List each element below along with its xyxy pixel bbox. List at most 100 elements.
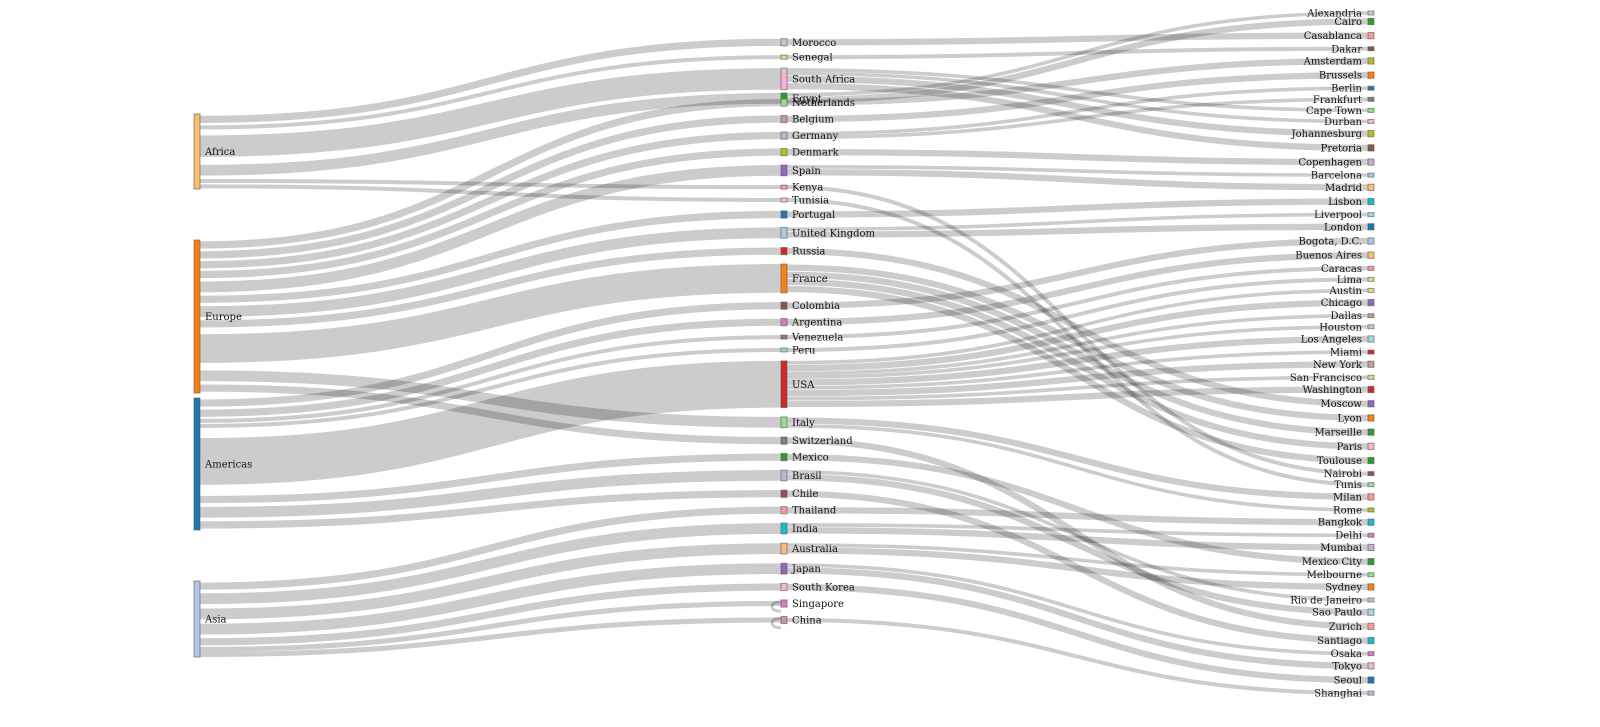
node-johannesburg[interactable]: Johannesburg xyxy=(1291,129,1375,140)
node-rio_de_janeiro[interactable]: Rio de Janeiro xyxy=(1290,595,1375,606)
node-rect-mexico_city[interactable] xyxy=(1367,558,1375,566)
node-rect-marseille[interactable] xyxy=(1367,428,1375,436)
node-peru[interactable]: Peru xyxy=(780,346,816,357)
node-rect-india[interactable] xyxy=(780,522,788,535)
node-rect-usa[interactable] xyxy=(780,360,788,409)
node-rect-colombia[interactable] xyxy=(780,301,788,310)
node-rect-lima[interactable] xyxy=(1367,276,1375,282)
node-london[interactable]: London xyxy=(1324,222,1375,233)
node-rect-barcelona[interactable] xyxy=(1367,172,1375,178)
node-rect-china[interactable] xyxy=(780,615,788,625)
node-india[interactable]: India xyxy=(780,522,818,535)
node-lyon[interactable]: Lyon xyxy=(1337,413,1375,424)
node-russia[interactable]: Russia xyxy=(780,247,825,258)
node-rect-milan[interactable] xyxy=(1367,493,1375,501)
node-rect-tunisia[interactable] xyxy=(780,197,788,203)
node-tunis[interactable]: Tunis xyxy=(1334,480,1375,491)
node-dakar[interactable]: Dakar xyxy=(1331,44,1375,55)
node-rect-europe[interactable] xyxy=(193,239,201,394)
node-brussels[interactable]: Brussels xyxy=(1319,71,1375,82)
node-singapore[interactable]: Singapore xyxy=(780,599,844,610)
node-rect-lisbon[interactable] xyxy=(1367,197,1375,206)
node-rect-zurich[interactable] xyxy=(1367,622,1375,631)
node-rect-santiago[interactable] xyxy=(1367,636,1375,645)
node-lima[interactable]: Lima xyxy=(1337,275,1375,286)
node-rect-johannesburg[interactable] xyxy=(1367,130,1375,138)
node-rect-senegal[interactable] xyxy=(780,54,788,60)
node-morocco[interactable]: Morocco xyxy=(780,38,836,49)
node-rect-san_francisco[interactable] xyxy=(1367,374,1375,380)
node-zurich[interactable]: Zurich xyxy=(1329,622,1375,633)
node-durban[interactable]: Durban xyxy=(1324,117,1375,128)
node-rect-tokyo[interactable] xyxy=(1367,662,1375,670)
node-rect-rome[interactable] xyxy=(1367,507,1375,513)
node-rect-austin[interactable] xyxy=(1367,287,1375,293)
node-rect-shanghai[interactable] xyxy=(1367,690,1375,696)
node-rect-netherlands[interactable] xyxy=(780,98,788,107)
node-rect-houston[interactable] xyxy=(1367,324,1375,330)
node-rect-dakar[interactable] xyxy=(1367,46,1375,52)
node-bangkok[interactable]: Bangkok xyxy=(1318,518,1375,529)
node-berlin[interactable]: Berlin xyxy=(1331,84,1375,95)
node-rect-japan[interactable] xyxy=(780,562,788,575)
node-rect-washington[interactable] xyxy=(1367,385,1375,394)
node-rect-belgium[interactable] xyxy=(780,114,788,124)
node-washington[interactable]: Washington xyxy=(1303,385,1375,396)
node-venezuela[interactable]: Venezuela xyxy=(780,333,843,344)
node-asia[interactable]: Asia xyxy=(193,580,227,658)
node-paris[interactable]: Paris xyxy=(1337,442,1375,453)
node-sao_paulo[interactable]: Sao Paulo xyxy=(1312,608,1375,619)
node-rect-thailand[interactable] xyxy=(780,506,788,515)
node-cairo[interactable]: Cairo xyxy=(1334,17,1375,28)
node-rect-italy[interactable] xyxy=(780,416,788,429)
node-rect-madrid[interactable] xyxy=(1367,183,1375,191)
node-rect-mexico[interactable] xyxy=(780,453,788,462)
node-nairobi[interactable]: Nairobi xyxy=(1324,469,1375,480)
node-alexandria[interactable]: Alexandria xyxy=(1306,9,1375,20)
node-caracas[interactable]: Caracas xyxy=(1321,264,1375,275)
node-africa[interactable]: Africa xyxy=(193,113,235,190)
node-sydney[interactable]: Sydney xyxy=(1325,582,1375,593)
node-rect-cape_town[interactable] xyxy=(1367,107,1375,113)
node-moscow[interactable]: Moscow xyxy=(1320,399,1375,410)
node-dallas[interactable]: Dallas xyxy=(1331,311,1375,322)
node-melbourne[interactable]: Melbourne xyxy=(1307,570,1375,581)
node-thailand[interactable]: Thailand xyxy=(780,506,837,517)
node-rect-nairobi[interactable] xyxy=(1367,471,1375,477)
node-rect-toulouse[interactable] xyxy=(1367,456,1375,465)
node-rect-brussels[interactable] xyxy=(1367,71,1375,79)
node-bogota[interactable]: Bogota, D.C. xyxy=(1299,237,1375,248)
node-buenos_aires[interactable]: Buenos Aires xyxy=(1295,251,1375,262)
node-rect-pretoria[interactable] xyxy=(1367,144,1375,152)
node-rect-liverpool[interactable] xyxy=(1367,212,1375,218)
node-rect-france[interactable] xyxy=(780,263,788,294)
node-rect-spain[interactable] xyxy=(780,164,788,177)
node-rect-amsterdam[interactable] xyxy=(1367,57,1375,65)
node-los_angeles[interactable]: Los Angeles xyxy=(1301,334,1375,345)
node-rect-alexandria[interactable] xyxy=(1367,10,1375,16)
node-austin[interactable]: Austin xyxy=(1329,286,1375,297)
node-chile[interactable]: Chile xyxy=(780,489,818,500)
node-san_francisco[interactable]: San Francisco xyxy=(1290,373,1375,384)
node-brasil[interactable]: Brasil xyxy=(780,469,822,482)
node-rect-bogota[interactable] xyxy=(1367,237,1375,245)
node-belgium[interactable]: Belgium xyxy=(780,114,835,126)
node-rect-tunis[interactable] xyxy=(1367,482,1375,488)
node-rect-asia[interactable] xyxy=(193,580,201,658)
node-rect-durban[interactable] xyxy=(1367,118,1375,124)
node-madrid[interactable]: Madrid xyxy=(1325,183,1375,194)
node-rect-melbourne[interactable] xyxy=(1367,572,1375,578)
node-delhi[interactable]: Delhi xyxy=(1335,531,1375,542)
node-tokyo[interactable]: Tokyo xyxy=(1332,661,1375,672)
node-rect-delhi[interactable] xyxy=(1367,532,1375,538)
node-rect-brasil[interactable] xyxy=(780,469,788,482)
node-rect-lyon[interactable] xyxy=(1367,414,1375,422)
node-rect-sydney[interactable] xyxy=(1367,583,1375,591)
node-united_kingdom[interactable]: United Kingdom xyxy=(780,226,876,239)
node-barcelona[interactable]: Barcelona xyxy=(1311,171,1375,182)
node-rect-morocco[interactable] xyxy=(780,38,788,47)
node-kenya[interactable]: Kenya xyxy=(780,183,823,194)
node-rect-chicago[interactable] xyxy=(1367,299,1375,307)
node-frankfurt[interactable]: Frankfurt xyxy=(1313,95,1375,106)
node-germany[interactable]: Germany xyxy=(780,131,839,142)
